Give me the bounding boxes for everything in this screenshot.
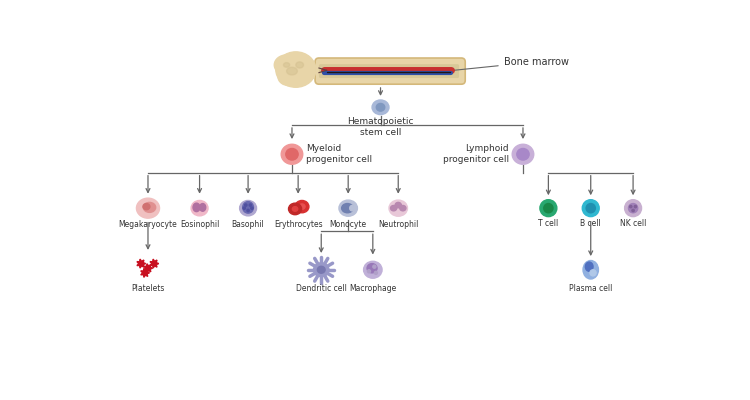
Ellipse shape [251, 207, 253, 209]
Ellipse shape [368, 270, 370, 273]
FancyBboxPatch shape [315, 58, 465, 84]
Polygon shape [144, 264, 152, 273]
Ellipse shape [289, 203, 302, 215]
Ellipse shape [243, 207, 245, 209]
Text: Eosinophil: Eosinophil [180, 220, 219, 229]
Ellipse shape [394, 206, 398, 208]
Ellipse shape [299, 204, 305, 209]
Text: Plasma cell: Plasma cell [569, 284, 613, 293]
Ellipse shape [317, 266, 325, 273]
Ellipse shape [136, 198, 160, 218]
Text: Megakaryocyte: Megakaryocyte [118, 220, 177, 229]
Ellipse shape [200, 204, 206, 211]
Ellipse shape [391, 206, 397, 211]
Ellipse shape [286, 67, 297, 75]
Ellipse shape [244, 204, 247, 206]
Ellipse shape [274, 55, 299, 75]
Ellipse shape [629, 206, 632, 208]
Ellipse shape [191, 200, 208, 216]
Ellipse shape [585, 262, 593, 271]
Ellipse shape [590, 270, 596, 276]
Polygon shape [137, 259, 146, 268]
Ellipse shape [512, 144, 534, 164]
Text: Lymphoid
progenitor cell: Lymphoid progenitor cell [443, 144, 509, 164]
Ellipse shape [389, 200, 407, 216]
Text: Dendritic cell: Dendritic cell [296, 284, 346, 293]
Ellipse shape [339, 200, 358, 216]
Ellipse shape [342, 204, 353, 213]
Ellipse shape [145, 205, 158, 214]
Ellipse shape [350, 206, 354, 211]
Ellipse shape [586, 204, 596, 213]
Point [194, 205, 203, 210]
Ellipse shape [193, 203, 200, 212]
Ellipse shape [276, 52, 316, 87]
Text: Neutrophil: Neutrophil [378, 220, 419, 229]
Ellipse shape [399, 206, 402, 208]
Ellipse shape [314, 263, 329, 277]
Ellipse shape [448, 63, 460, 80]
Text: Erythrocytes: Erythrocytes [274, 220, 322, 229]
Text: Macrophage: Macrophage [350, 284, 397, 293]
Ellipse shape [281, 144, 303, 164]
Ellipse shape [367, 264, 377, 273]
FancyBboxPatch shape [319, 64, 459, 78]
Text: Hematopoietic
stem cell: Hematopoietic stem cell [347, 117, 414, 138]
Ellipse shape [278, 69, 302, 86]
Text: NK cell: NK cell [620, 219, 646, 228]
Text: T cell: T cell [538, 219, 559, 228]
Ellipse shape [143, 200, 152, 208]
Ellipse shape [376, 104, 385, 111]
Ellipse shape [249, 204, 251, 206]
Ellipse shape [296, 62, 304, 68]
Ellipse shape [400, 206, 406, 211]
Point [196, 205, 205, 210]
Ellipse shape [583, 260, 598, 279]
Ellipse shape [243, 202, 254, 213]
Text: B cell: B cell [580, 219, 601, 228]
Ellipse shape [374, 271, 377, 274]
Ellipse shape [247, 209, 249, 212]
Polygon shape [150, 259, 159, 268]
Ellipse shape [373, 265, 376, 268]
Ellipse shape [286, 148, 298, 160]
Ellipse shape [372, 100, 389, 115]
Ellipse shape [582, 200, 599, 217]
Ellipse shape [395, 202, 401, 208]
Ellipse shape [292, 207, 298, 211]
Text: Platelets: Platelets [131, 284, 165, 293]
Ellipse shape [143, 202, 156, 212]
Ellipse shape [292, 68, 314, 82]
Ellipse shape [632, 209, 634, 212]
Text: Monocyte: Monocyte [329, 220, 367, 229]
Ellipse shape [364, 261, 382, 278]
Text: Myeloid
progenitor cell: Myeloid progenitor cell [306, 144, 372, 164]
Ellipse shape [544, 204, 553, 213]
Ellipse shape [540, 200, 556, 217]
Ellipse shape [625, 200, 641, 217]
Polygon shape [141, 268, 149, 277]
Ellipse shape [634, 206, 637, 208]
Ellipse shape [295, 200, 309, 213]
Ellipse shape [138, 200, 152, 211]
Ellipse shape [517, 148, 530, 160]
Ellipse shape [284, 63, 290, 67]
Text: Basophil: Basophil [232, 220, 265, 229]
Text: Bone marrow: Bone marrow [448, 57, 568, 71]
Ellipse shape [628, 204, 638, 213]
Ellipse shape [143, 204, 150, 210]
Ellipse shape [239, 200, 256, 216]
